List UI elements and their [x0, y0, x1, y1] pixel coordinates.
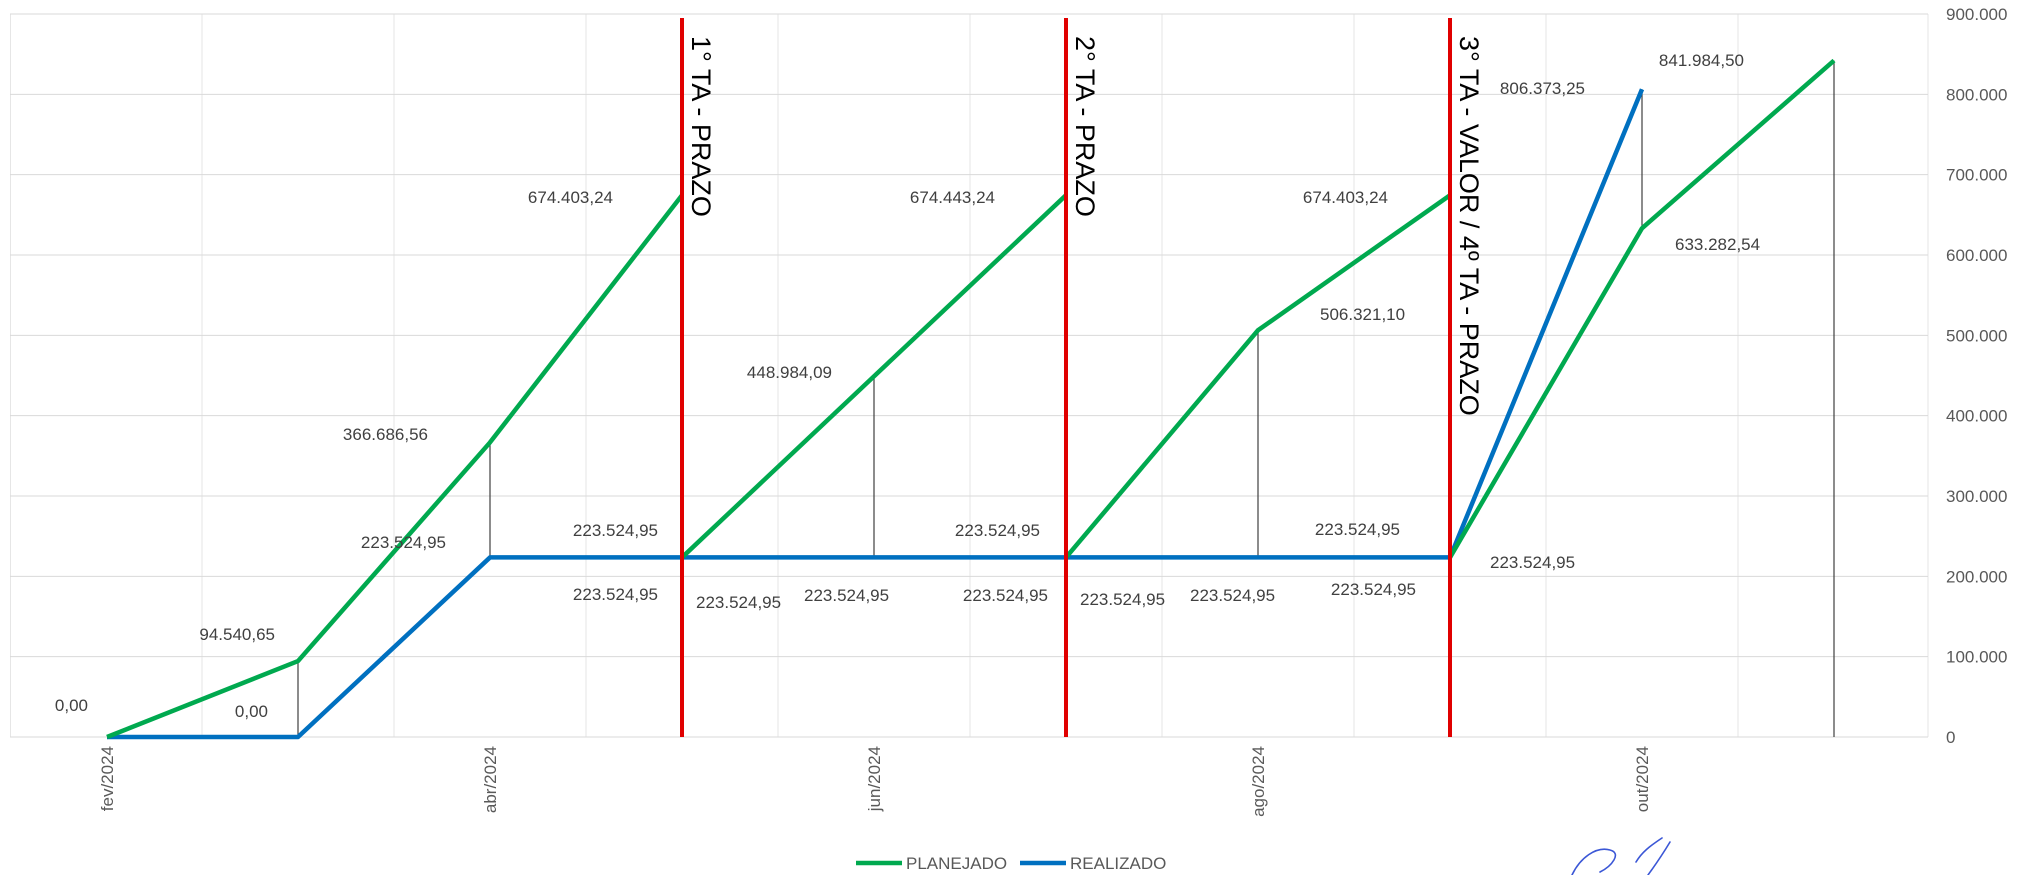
y-tick-label: 700.000: [1946, 166, 2007, 185]
data-label: 94.540,65: [199, 625, 275, 644]
legend-label: PLANEJADO: [906, 854, 1007, 873]
milestone-label: 2° TA - PRAZO: [1070, 36, 1100, 217]
data-label: 223.524,95: [573, 585, 658, 604]
series-line-planejado: [106, 193, 684, 740]
legend: PLANEJADO REALIZADO: [856, 854, 1166, 873]
x-tick-label: jun/2024: [865, 746, 884, 812]
y-tick-label: 900.000: [1946, 5, 2007, 24]
data-label: 223.524,95: [1490, 553, 1575, 572]
data-label: 806.373,25: [1500, 79, 1585, 98]
data-label: 223.524,95: [696, 593, 781, 612]
y-tick-label: 0: [1946, 728, 1955, 747]
series-line-planejado: [1448, 58, 1836, 559]
y-tick-label: 400.000: [1946, 407, 2007, 426]
series-line-planejado: [680, 193, 1068, 560]
milestone-label: 3° TA - VALOR / 4º TA - PRAZO: [1454, 36, 1484, 416]
data-label: 0,00: [55, 696, 88, 715]
data-label: 223.524,95: [1190, 586, 1275, 605]
data-label: 0,00: [235, 702, 268, 721]
y-tick-label: 500.000: [1946, 326, 2007, 345]
x-tick-label: fev/2024: [98, 746, 117, 811]
data-label: 841.984,50: [1659, 51, 1744, 70]
x-tick-label: out/2024: [1633, 746, 1652, 812]
data-label: 223.524,95: [804, 586, 889, 605]
data-label: 506.321,10: [1320, 305, 1405, 324]
y-tick-label: 800.000: [1946, 85, 2007, 104]
data-label: 223.524,95: [361, 533, 446, 552]
data-label: 448.984,09: [747, 363, 832, 382]
data-label: 674.403,24: [528, 188, 613, 207]
data-label: 674.403,24: [1303, 188, 1388, 207]
data-label: 633.282,54: [1675, 235, 1760, 254]
series-line-planejado: [1064, 193, 1452, 559]
signature-mark: [1571, 837, 1671, 875]
x-tick-label: ago/2024: [1249, 746, 1268, 817]
data-label: 223.524,95: [1315, 520, 1400, 539]
y-tick-label: 600.000: [1946, 246, 2007, 265]
gridlines: [10, 13, 1929, 738]
milestone-label: 1° TA - PRAZO: [686, 36, 716, 217]
data-label: 223.524,95: [1331, 580, 1416, 599]
data-label: 223.524,95: [963, 586, 1048, 605]
y-tick-label: 100.000: [1946, 648, 2007, 667]
data-label: 223.524,95: [955, 521, 1040, 540]
legend-label: REALIZADO: [1070, 854, 1166, 873]
data-label: 674.443,24: [910, 188, 995, 207]
data-label: 223.524,95: [1080, 590, 1165, 609]
data-label: 223.524,95: [573, 521, 658, 540]
y-tick-label: 200.000: [1946, 567, 2007, 586]
y-tick-label: 300.000: [1946, 487, 2007, 506]
data-label: 366.686,56: [343, 425, 428, 444]
x-tick-label: abr/2024: [481, 746, 500, 813]
